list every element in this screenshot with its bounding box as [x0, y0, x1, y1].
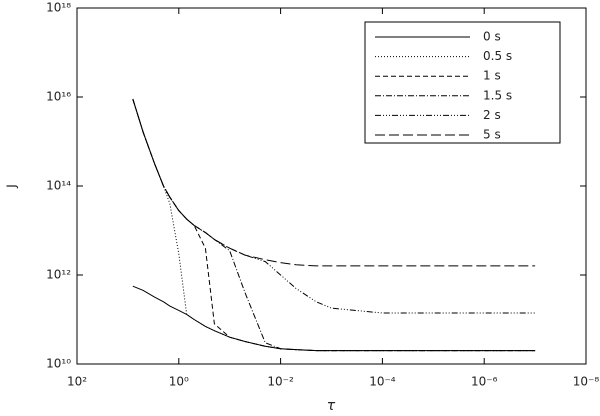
x-tick-label: 10⁻²: [267, 375, 294, 389]
x-tick-label: 10⁰: [169, 375, 189, 389]
x-axis-label: τ: [327, 398, 336, 414]
y-tick-label: 10¹⁰: [46, 357, 71, 371]
legend-box: [364, 21, 561, 144]
legend-label: 0.5 s: [483, 49, 512, 63]
legend-label: 5 s: [483, 128, 501, 142]
x-tick-label: 10²: [67, 375, 87, 389]
x-tick-label: 10⁻⁸: [573, 375, 600, 389]
x-tick-label: 10⁻⁴: [369, 375, 396, 389]
y-tick-label: 10¹⁸: [46, 1, 71, 15]
series-line: [132, 98, 536, 314]
legend-label: 2 s: [483, 108, 501, 122]
series-line: [132, 98, 536, 267]
y-tick-label: 10¹²: [46, 268, 71, 282]
x-tick-label: 10⁻⁶: [471, 375, 498, 389]
y-axis-label: J: [5, 184, 19, 189]
y-tick-label: 10¹⁴: [46, 179, 71, 193]
legend-label: 1.5 s: [483, 88, 512, 102]
legend-label: 1 s: [483, 69, 501, 83]
series-line: [132, 285, 536, 352]
y-tick-label: 10¹⁶: [46, 90, 71, 104]
legend-label: 0 s: [483, 30, 501, 44]
